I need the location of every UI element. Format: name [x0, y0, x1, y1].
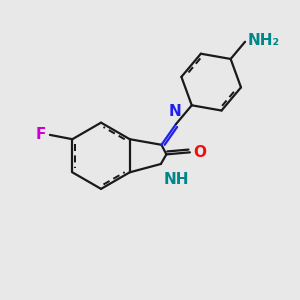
Text: NH: NH: [163, 172, 189, 187]
Text: NH₂: NH₂: [248, 33, 280, 48]
Text: N: N: [168, 104, 181, 119]
Text: O: O: [194, 145, 207, 160]
Text: F: F: [36, 128, 46, 142]
